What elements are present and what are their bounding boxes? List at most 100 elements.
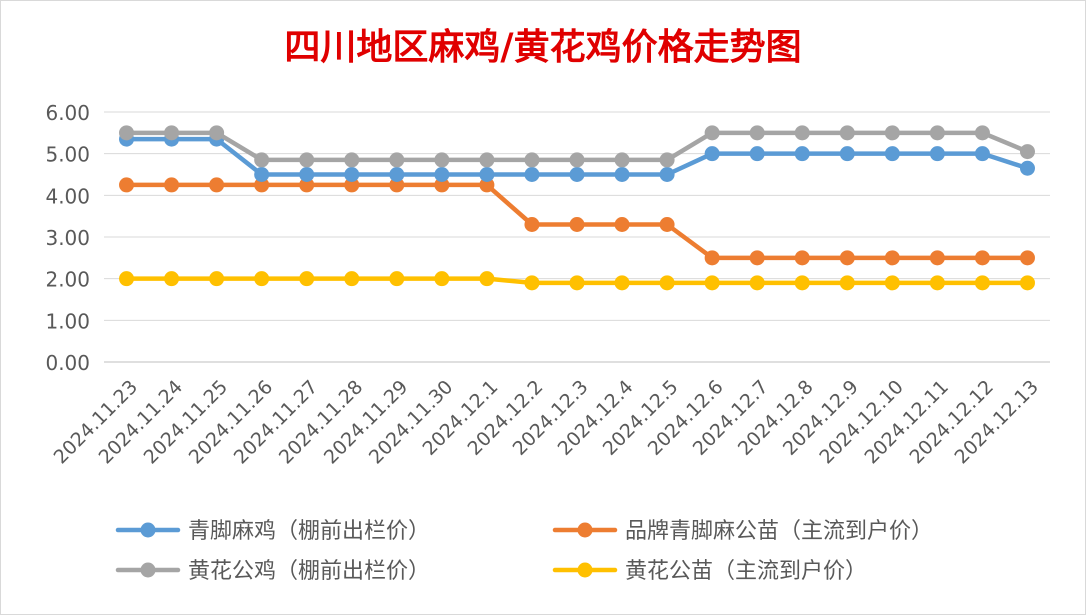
data-point (839, 125, 855, 141)
data-point (344, 177, 360, 193)
legend-label: 青脚麻鸡（棚前出栏价） (188, 519, 430, 544)
data-point (704, 146, 720, 162)
chart-title: 四川地区麻鸡/黄花鸡价格走势图 (284, 26, 801, 68)
data-point (254, 152, 270, 168)
data-point (659, 167, 675, 182)
data-point (524, 167, 540, 182)
legend-item: 青脚麻鸡（棚前出栏价） (115, 519, 430, 544)
data-point (614, 275, 630, 291)
legend: 青脚麻鸡（棚前出栏价） 品牌青脚麻公苗（主流到户价） 黄花公鸡（棚前出栏价） 黄花公苗… (115, 519, 933, 584)
y-tick-label: 3.00 (45, 226, 90, 250)
data-point (974, 250, 990, 266)
data-point (614, 152, 630, 168)
data-point (794, 275, 810, 291)
data-point (479, 167, 495, 182)
data-point (119, 125, 135, 141)
data-point (884, 275, 900, 291)
data-point (434, 177, 450, 193)
data-point (389, 167, 405, 182)
data-point (974, 275, 990, 291)
data-point (434, 271, 450, 287)
data-point (974, 125, 990, 141)
data-point (164, 271, 180, 287)
data-point (749, 125, 765, 141)
series-3 (119, 271, 1035, 291)
data-point (254, 177, 270, 193)
data-point (794, 250, 810, 266)
data-point (389, 271, 405, 287)
legend-item: 黄花公苗（主流到户价） (552, 559, 867, 584)
data-point (164, 125, 180, 141)
data-point (299, 152, 315, 168)
legend-item: 品牌青脚麻公苗（主流到户价） (552, 519, 933, 544)
data-point (749, 250, 765, 266)
data-point (299, 271, 315, 287)
data-point (749, 275, 765, 291)
data-point (839, 250, 855, 266)
data-point (254, 271, 270, 287)
data-point (749, 146, 765, 162)
data-point (119, 177, 135, 193)
data-point (929, 250, 945, 266)
data-point (839, 146, 855, 162)
data-point (569, 167, 585, 182)
data-point (209, 271, 225, 287)
data-point (884, 146, 900, 162)
y-tick-label: 2.00 (45, 268, 90, 292)
data-point (659, 217, 675, 232)
data-point (704, 125, 720, 141)
y-tick-label: 1.00 (45, 309, 90, 333)
data-point (569, 217, 585, 232)
data-point (479, 177, 495, 193)
data-point (929, 275, 945, 291)
series-layer (119, 125, 1035, 291)
data-point (389, 152, 405, 168)
data-point (479, 152, 495, 168)
data-point (929, 146, 945, 162)
series-1 (119, 177, 1035, 266)
data-point (704, 275, 720, 291)
data-point (344, 167, 360, 182)
legend-marker (577, 562, 593, 578)
y-axis-tick-labels: 0.00 1.00 2.00 3.00 4.00 5.00 6.00 (45, 101, 90, 375)
data-point (569, 152, 585, 168)
legend-label: 品牌青脚麻公苗（主流到户价） (625, 519, 933, 544)
y-tick-label: 4.00 (45, 184, 90, 208)
data-point (704, 250, 720, 266)
data-point (794, 125, 810, 141)
data-point (434, 167, 450, 182)
data-point (479, 271, 495, 287)
data-point (929, 125, 945, 141)
data-point (434, 152, 450, 168)
data-point (299, 177, 315, 193)
data-point (119, 271, 135, 287)
data-point (1019, 250, 1035, 266)
data-point (974, 146, 990, 162)
data-point (299, 167, 315, 182)
data-point (569, 275, 585, 291)
data-point (1019, 144, 1035, 160)
data-point (794, 146, 810, 162)
legend-marker (140, 562, 156, 578)
data-point (1019, 275, 1035, 291)
data-point (614, 167, 630, 182)
data-point (884, 125, 900, 141)
legend-marker (577, 522, 593, 538)
data-point (254, 167, 270, 182)
data-point (839, 275, 855, 291)
data-point (524, 152, 540, 168)
data-point (659, 152, 675, 168)
data-point (659, 275, 675, 291)
data-point (344, 152, 360, 168)
data-point (884, 250, 900, 266)
data-point (209, 125, 225, 141)
series-2 (119, 125, 1035, 168)
legend-label: 黄花公苗（主流到户价） (625, 559, 867, 584)
data-point (524, 275, 540, 291)
data-point (209, 177, 225, 193)
data-point (1019, 160, 1035, 176)
legend-item: 黄花公鸡（棚前出栏价） (115, 559, 430, 584)
data-point (389, 177, 405, 193)
